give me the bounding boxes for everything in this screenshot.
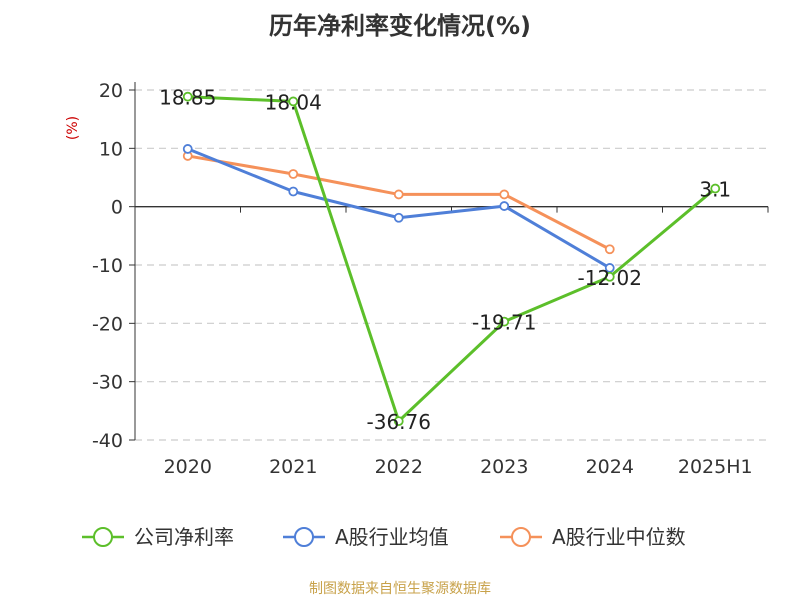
source-note: 制图数据来自恒生聚源数据库 xyxy=(309,581,491,597)
data-point[interactable] xyxy=(710,183,721,194)
data-point[interactable] xyxy=(499,316,510,327)
axis-layer: 20 10 0 -10 -20 -30 -40 2020 2021 2022 2023 2024 202… xyxy=(92,80,769,478)
x-tick-label: 2021 xyxy=(269,456,317,478)
x-tick-label: 2024 xyxy=(586,456,634,478)
x-tick-label: 2023 xyxy=(480,456,528,478)
y-tick-label: 0 xyxy=(111,197,123,219)
y-tick-label: 10 xyxy=(99,138,123,160)
data-label: 3.1 xyxy=(699,178,731,202)
y-tick-label: -30 xyxy=(92,372,123,394)
series-line xyxy=(187,95,717,423)
data-label: -12.02 xyxy=(578,266,642,290)
y-tick-label: -10 xyxy=(92,255,123,277)
data-point[interactable] xyxy=(182,91,193,102)
data-point[interactable] xyxy=(499,189,510,200)
legend-marker xyxy=(511,527,531,547)
grid-layer xyxy=(135,89,768,441)
data-point[interactable] xyxy=(288,96,299,107)
data-point[interactable] xyxy=(604,271,615,282)
legend-label[interactable]: A股行业中位数 xyxy=(552,525,686,549)
legend-label[interactable]: 公司净利率 xyxy=(134,525,234,549)
data-point[interactable] xyxy=(393,189,404,200)
x-tick-label: 2020 xyxy=(164,456,212,478)
y-tick-label: -20 xyxy=(92,313,123,335)
data-point[interactable] xyxy=(393,416,404,427)
y-axis-label: (%) xyxy=(65,116,81,140)
legend[interactable]: 公司净利率 A股行业均值 A股行业中位数 xyxy=(82,525,686,549)
chart-title: 历年净利率变化情况(%) xyxy=(269,12,531,40)
data-point[interactable] xyxy=(604,244,615,255)
data-point[interactable] xyxy=(288,169,299,179)
data-label: 18.04 xyxy=(265,90,322,114)
x-tick-label: 2025H1 xyxy=(678,456,753,478)
data-point[interactable] xyxy=(499,201,510,211)
data-point[interactable] xyxy=(182,144,193,154)
legend-label[interactable]: A股行业均值 xyxy=(335,525,449,549)
series-line xyxy=(187,154,611,251)
data-point[interactable] xyxy=(288,186,299,197)
data-label-layer: 18.85 18.04 -36.76 -19.71 -12.02 3.1 xyxy=(159,86,731,434)
data-point[interactable] xyxy=(393,212,404,223)
data-label: -19.71 xyxy=(472,311,536,335)
series-layer xyxy=(182,91,721,427)
data-label: 18.85 xyxy=(159,86,216,110)
data-label: -36.76 xyxy=(367,410,431,434)
legend-marker xyxy=(93,527,113,547)
y-tick-label: -40 xyxy=(92,430,123,452)
legend-marker xyxy=(294,527,314,547)
x-tick-label: 2022 xyxy=(375,456,423,478)
y-tick-label: 20 xyxy=(99,80,123,102)
